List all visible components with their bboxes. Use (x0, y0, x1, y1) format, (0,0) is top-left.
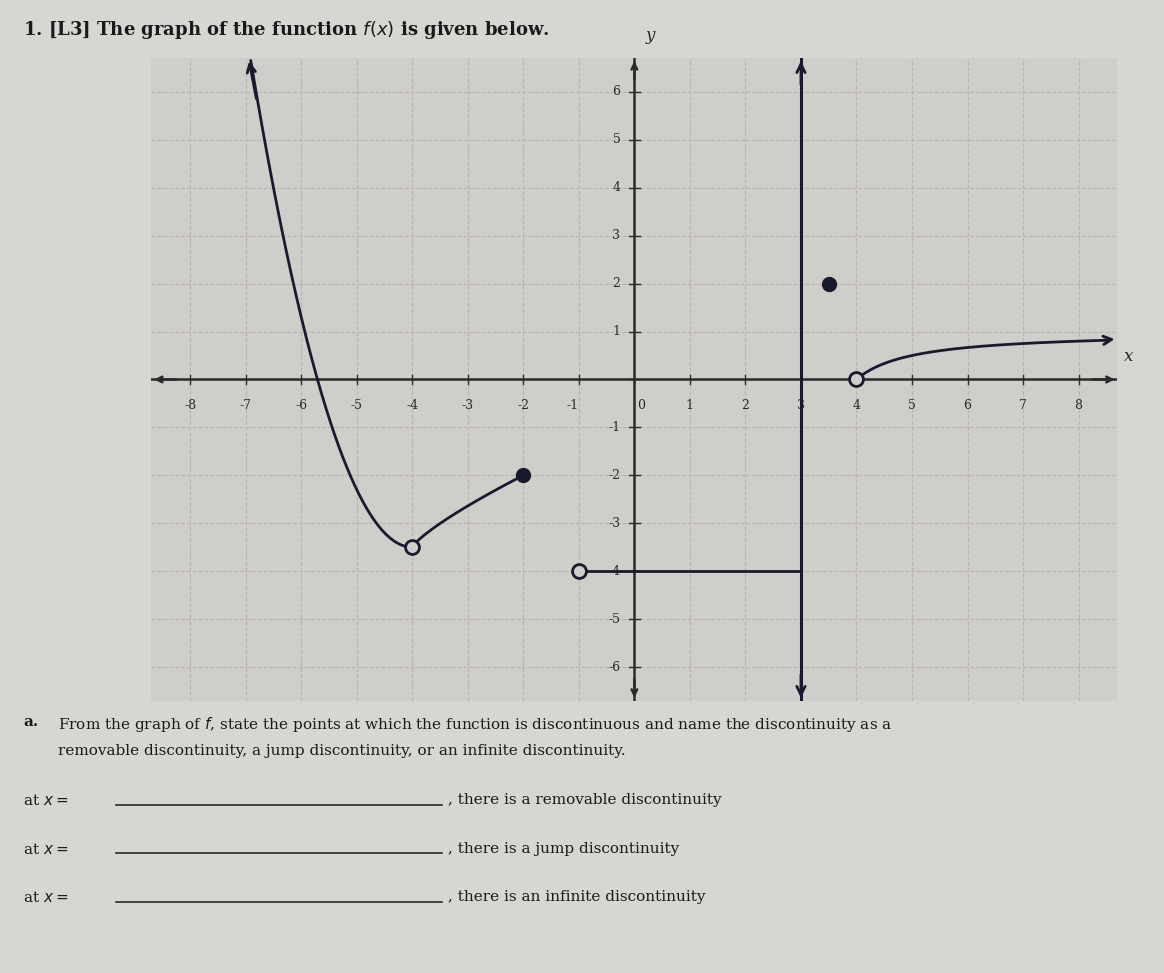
Text: -6: -6 (609, 661, 620, 673)
Text: at $x =$: at $x =$ (23, 890, 73, 905)
Text: -2: -2 (609, 469, 620, 482)
Text: -3: -3 (462, 399, 474, 412)
Text: , there is an infinite discontinuity: , there is an infinite discontinuity (448, 890, 705, 904)
Text: -1: -1 (567, 399, 579, 412)
Text: , there is a jump discontinuity: , there is a jump discontinuity (448, 842, 680, 855)
Text: -4: -4 (609, 564, 620, 578)
Text: -2: -2 (517, 399, 530, 412)
Text: y: y (646, 27, 655, 44)
Text: 1: 1 (612, 325, 620, 338)
Text: 5: 5 (908, 399, 916, 412)
Text: -3: -3 (609, 517, 620, 529)
Text: 4: 4 (852, 399, 860, 412)
Text: 1. [L3] The graph of the function $f(x)$ is given below.: 1. [L3] The graph of the function $f(x)$… (23, 19, 549, 42)
Text: 2: 2 (741, 399, 750, 412)
Text: 4: 4 (612, 181, 620, 195)
Text: -6: -6 (296, 399, 307, 412)
Text: removable discontinuity, a jump discontinuity, or an infinite discontinuity.: removable discontinuity, a jump disconti… (58, 744, 626, 758)
Text: 8: 8 (1074, 399, 1083, 412)
Text: at $x =$: at $x =$ (23, 793, 73, 808)
Text: x: x (1124, 348, 1134, 365)
Text: a.: a. (23, 715, 38, 729)
Text: 3: 3 (612, 230, 620, 242)
Text: 1: 1 (686, 399, 694, 412)
Text: 0: 0 (637, 399, 645, 412)
Text: 6: 6 (612, 86, 620, 98)
Text: , there is a removable discontinuity: , there is a removable discontinuity (448, 793, 722, 807)
Text: -7: -7 (240, 399, 251, 412)
Text: -8: -8 (184, 399, 197, 412)
Text: From the graph of $f$, state the points at which the function is discontinuous a: From the graph of $f$, state the points … (58, 715, 893, 735)
Text: 7: 7 (1020, 399, 1027, 412)
Text: -5: -5 (609, 613, 620, 626)
Text: 6: 6 (964, 399, 972, 412)
Text: -4: -4 (406, 399, 418, 412)
Text: 3: 3 (797, 399, 805, 412)
Text: -5: -5 (350, 399, 363, 412)
Text: -1: -1 (609, 421, 620, 434)
Text: 2: 2 (612, 277, 620, 290)
Text: at $x =$: at $x =$ (23, 842, 73, 856)
Text: 5: 5 (612, 133, 620, 146)
